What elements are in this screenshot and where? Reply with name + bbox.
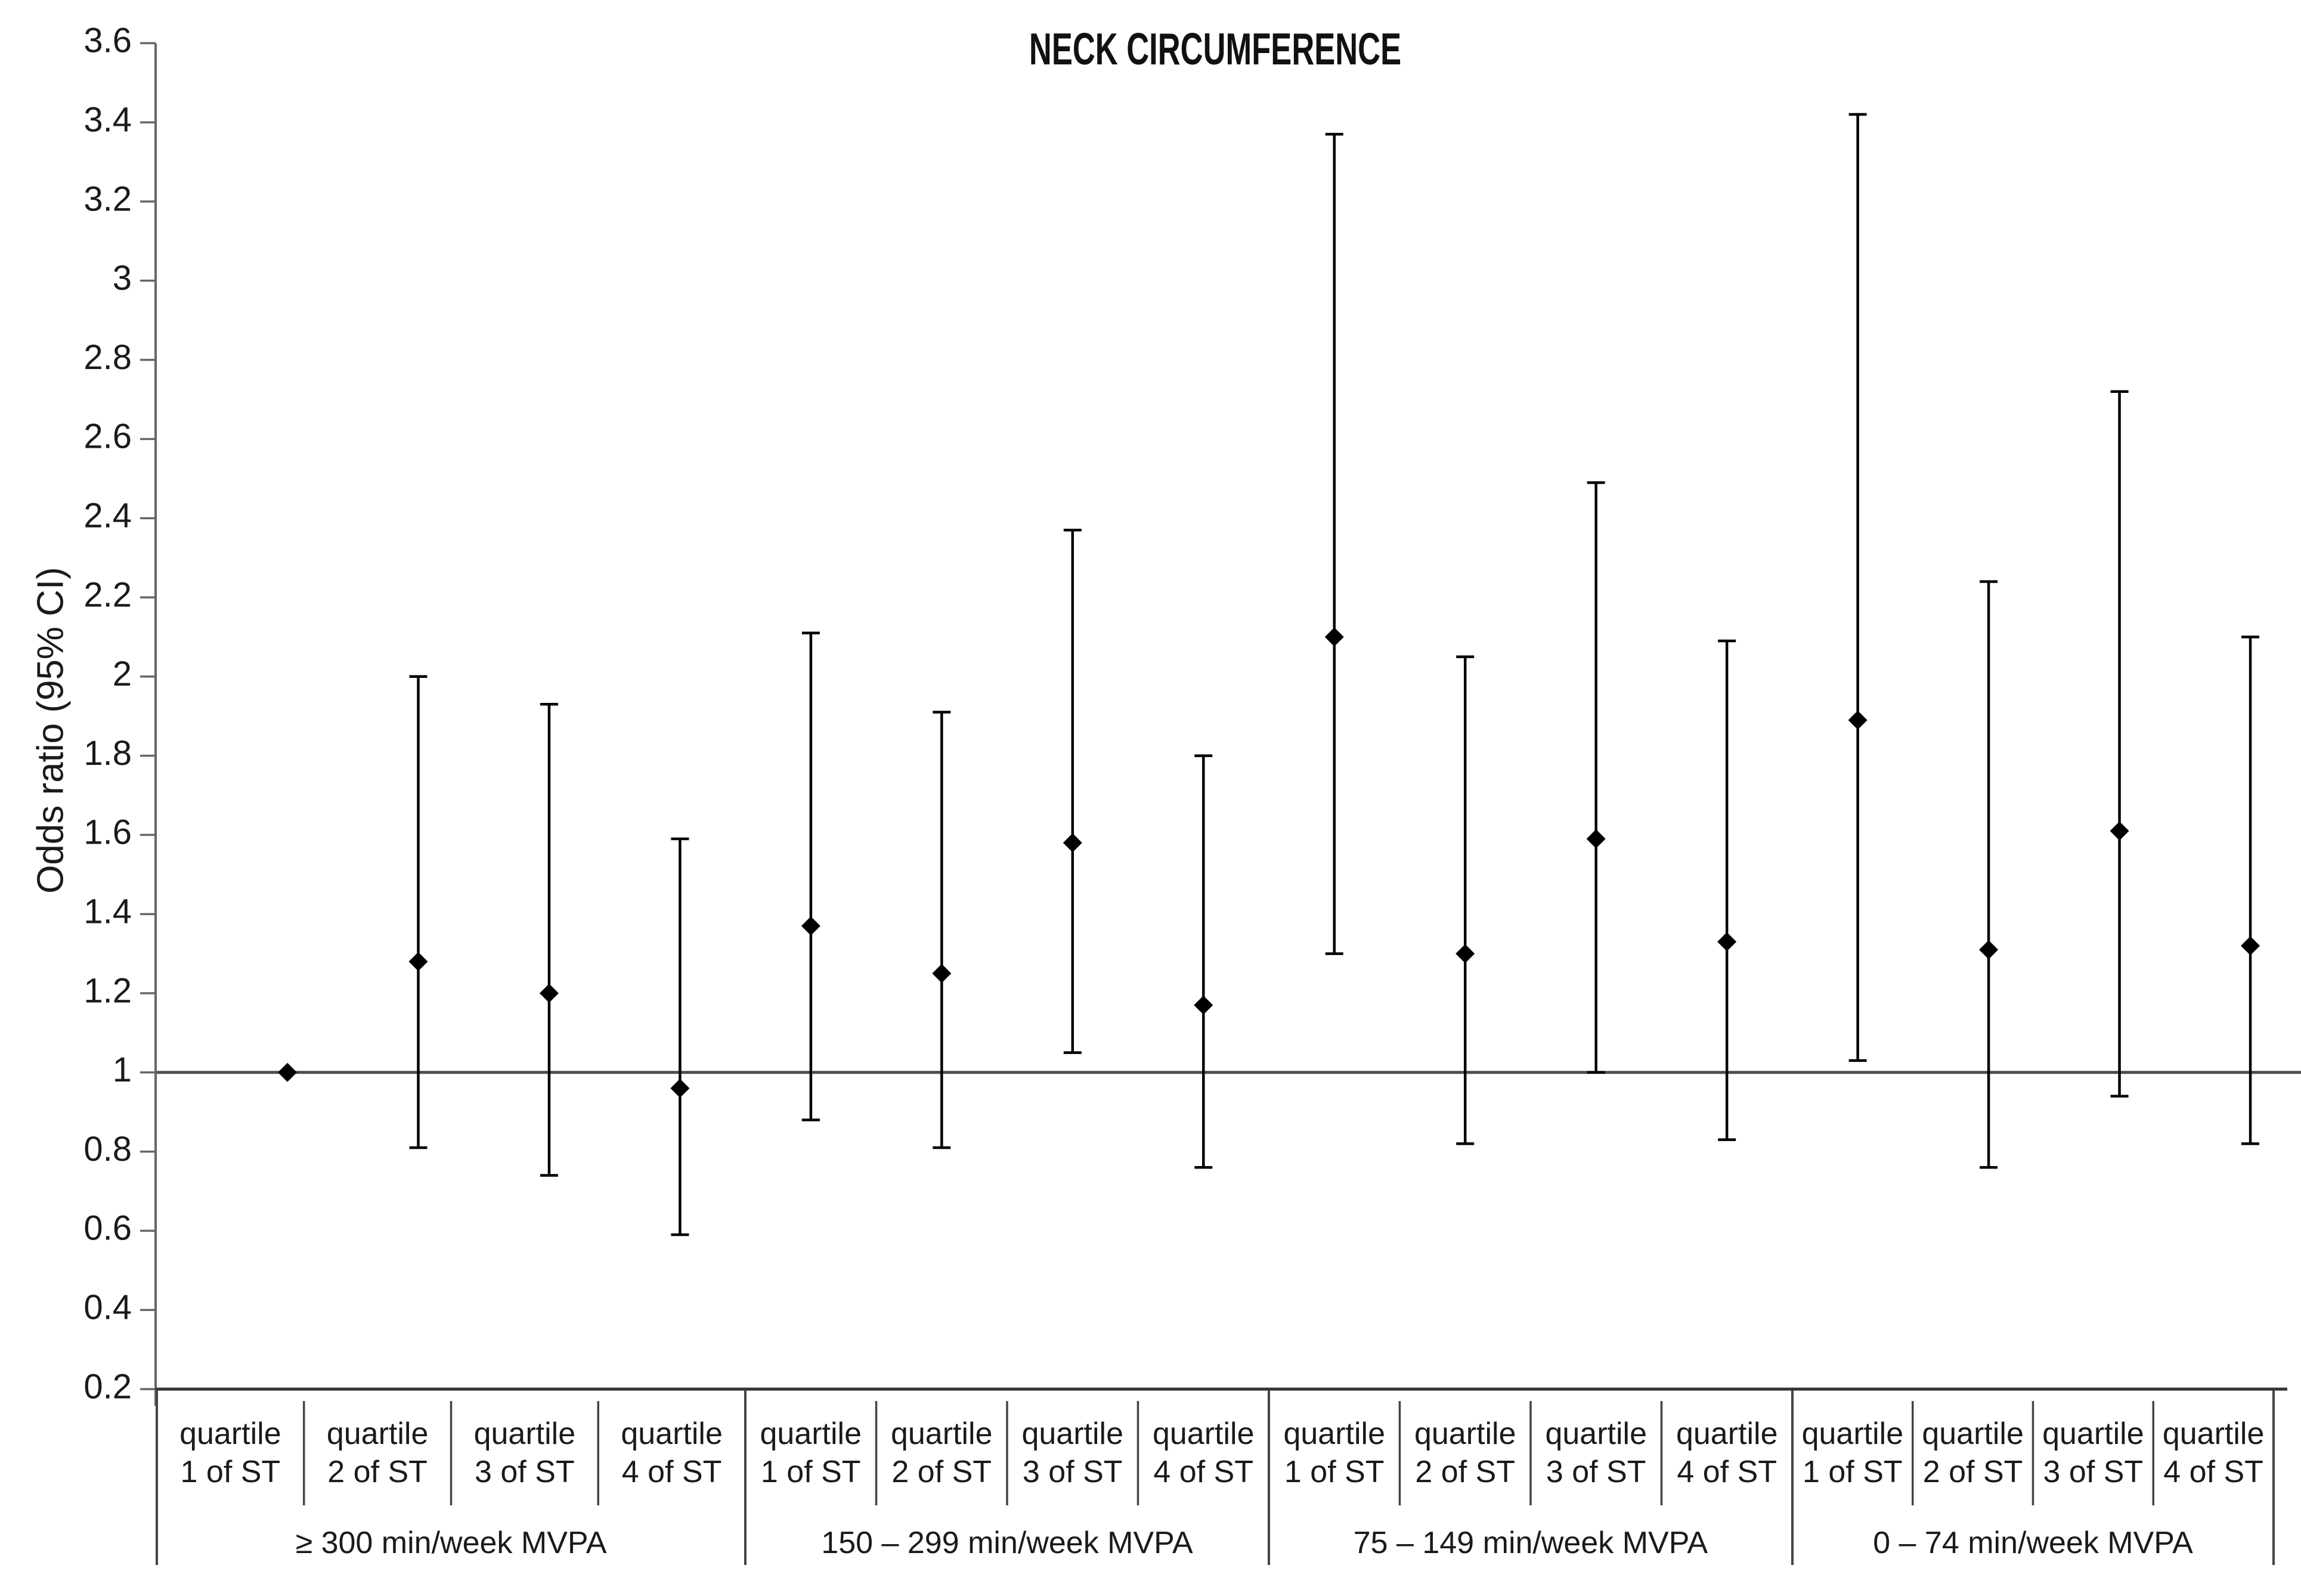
quartile-label-line2: 4 of ST [1153, 1455, 1253, 1489]
quartile-label-line2: 4 of ST [622, 1455, 722, 1489]
data-point-marker [1848, 710, 1868, 730]
data-point-marker [1979, 940, 1999, 959]
quartile-label-line2: 2 of ST [1923, 1455, 2023, 1489]
data-point-marker [932, 963, 952, 983]
quartile-label-line1: quartile [1802, 1417, 1904, 1451]
y-tick-label: 1.8 [83, 734, 132, 773]
chart-title: NECK CIRCUMFERENCE [1029, 24, 1402, 74]
y-axis-title: Odds ratio (95% CI) [30, 567, 72, 894]
quartile-label-line2: 3 of ST [2043, 1455, 2144, 1489]
quartile-label-line2: 3 of ST [1546, 1455, 1646, 1489]
data-point-marker [1324, 627, 1344, 647]
data-point-marker [278, 1062, 297, 1082]
y-tick-label: 1.2 [83, 971, 132, 1010]
quartile-label-line1: quartile [760, 1417, 862, 1451]
quartile-label-line1: quartile [1545, 1417, 1647, 1451]
y-tick-label: 0.4 [83, 1288, 132, 1327]
quartile-label-line2: 4 of ST [1677, 1455, 1777, 1489]
y-tick-label: 2 [113, 655, 132, 693]
group-label: 75 – 149 min/week MVPA [1354, 1526, 1708, 1560]
quartile-label-line2: 1 of ST [761, 1455, 861, 1489]
data-point-marker [1717, 932, 1737, 952]
quartile-label-line1: quartile [2163, 1417, 2265, 1451]
data-point-marker [1586, 829, 1606, 849]
quartile-label-line1: quartile [474, 1417, 576, 1451]
y-tick-label: 1 [113, 1050, 132, 1089]
quartile-label-line1: quartile [1153, 1417, 1255, 1451]
quartile-label-line1: quartile [327, 1417, 429, 1451]
data-point-marker [801, 916, 820, 936]
y-tick-label: 2.4 [83, 497, 132, 535]
y-tick-label: 0.2 [83, 1367, 132, 1406]
quartile-label-line2: 1 of ST [181, 1455, 281, 1489]
quartile-label-line2: 2 of ST [891, 1455, 992, 1489]
group-label: ≥ 300 min/week MVPA [296, 1526, 607, 1560]
y-tick-label: 3.4 [83, 101, 132, 140]
data-point-marker [1194, 995, 1213, 1015]
data-point-marker [2110, 821, 2129, 841]
quartile-label-line1: quartile [179, 1417, 281, 1451]
quartile-label-line1: quartile [1676, 1417, 1778, 1451]
quartile-label-line1: quartile [1283, 1417, 1385, 1451]
y-tick-label: 3 [113, 259, 132, 297]
quartile-label-line1: quartile [1021, 1417, 1123, 1451]
data-point-marker [1063, 833, 1082, 853]
quartile-label-line2: 1 of ST [1803, 1455, 1903, 1489]
y-tick-label: 0.6 [83, 1209, 132, 1248]
y-tick-label: 1.4 [83, 892, 132, 931]
y-tick-label: 3.2 [83, 179, 132, 218]
quartile-label-line1: quartile [1414, 1417, 1516, 1451]
data-point-marker [1455, 944, 1475, 963]
data-point-marker [670, 1079, 690, 1098]
quartile-label-line1: quartile [2042, 1417, 2144, 1451]
quartile-label-line1: quartile [891, 1417, 993, 1451]
y-tick-label: 2.8 [83, 338, 132, 377]
y-tick-label: 1.6 [83, 813, 132, 852]
y-tick-label: 2.6 [83, 417, 132, 456]
group-label: 0 – 74 min/week MVPA [1873, 1526, 2193, 1560]
quartile-label-line2: 3 of ST [475, 1455, 575, 1489]
group-label: 150 – 299 min/week MVPA [821, 1526, 1193, 1560]
quartile-label-line1: quartile [621, 1417, 723, 1451]
y-tick-label: 0.8 [83, 1130, 132, 1169]
quartile-label-line2: 2 of ST [1415, 1455, 1515, 1489]
y-tick-label: 2.2 [83, 575, 132, 614]
data-point-marker [2241, 936, 2260, 956]
y-tick-label: 3.6 [83, 21, 132, 60]
quartile-label-line1: quartile [1922, 1417, 2024, 1451]
quartile-label-line2: 1 of ST [1284, 1455, 1385, 1489]
data-point-marker [539, 984, 559, 1003]
quartile-label-line2: 3 of ST [1023, 1455, 1123, 1489]
data-point-marker [408, 952, 428, 971]
quartile-label-line2: 4 of ST [2163, 1455, 2263, 1489]
quartile-label-line2: 2 of ST [327, 1455, 428, 1489]
